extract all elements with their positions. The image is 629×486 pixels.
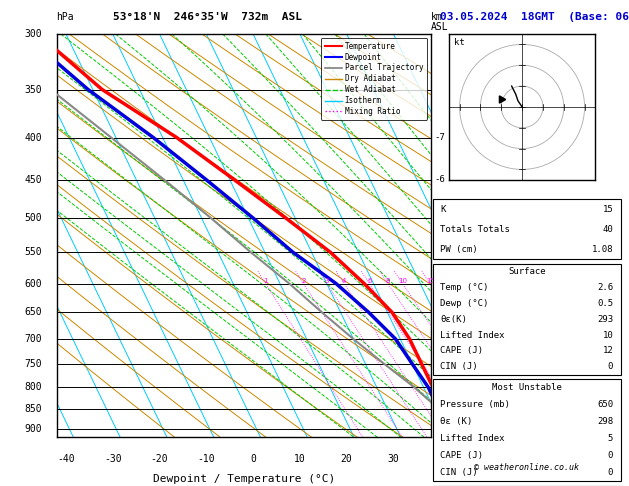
Text: -40: -40 <box>57 453 75 464</box>
Text: Lifted Index: Lifted Index <box>440 434 505 443</box>
Text: Temp (°C): Temp (°C) <box>440 283 489 292</box>
Text: 10: 10 <box>398 278 407 283</box>
Text: CAPE (J): CAPE (J) <box>440 347 484 355</box>
Text: -1: -1 <box>435 425 445 434</box>
Text: 6: 6 <box>367 278 372 283</box>
Text: 350: 350 <box>24 85 42 94</box>
Text: 5: 5 <box>608 434 613 443</box>
Text: -5: -5 <box>435 213 445 223</box>
Text: Dewp (°C): Dewp (°C) <box>440 299 489 308</box>
Text: 20: 20 <box>341 453 352 464</box>
Text: 450: 450 <box>24 175 42 185</box>
Text: 750: 750 <box>24 359 42 369</box>
Text: 800: 800 <box>24 382 42 392</box>
Text: 3: 3 <box>325 278 329 283</box>
Text: 650: 650 <box>597 400 613 409</box>
Text: 0: 0 <box>250 453 256 464</box>
Text: -2: -2 <box>435 382 445 392</box>
Text: 4: 4 <box>342 278 347 283</box>
Text: 53°18'N  246°35'W  732m  ASL: 53°18'N 246°35'W 732m ASL <box>113 12 302 22</box>
Text: PW (cm): PW (cm) <box>440 245 478 254</box>
Text: θε (K): θε (K) <box>440 417 473 426</box>
Text: CAPE (J): CAPE (J) <box>440 451 484 460</box>
Text: 15: 15 <box>603 205 613 214</box>
Text: hPa: hPa <box>57 12 74 22</box>
Text: Dewpoint / Temperature (°C): Dewpoint / Temperature (°C) <box>153 474 335 484</box>
Bar <box>433 264 621 375</box>
Text: 0: 0 <box>608 451 613 460</box>
Text: 400: 400 <box>24 133 42 142</box>
Text: km: km <box>431 12 443 22</box>
Text: 10: 10 <box>294 453 306 464</box>
Text: -6: -6 <box>435 175 445 185</box>
Text: 298: 298 <box>597 417 613 426</box>
Text: 650: 650 <box>24 307 42 317</box>
Text: 0.5: 0.5 <box>597 299 613 308</box>
Text: Most Unstable: Most Unstable <box>492 383 562 392</box>
Text: kt: kt <box>454 38 464 48</box>
Text: 2.6: 2.6 <box>597 283 613 292</box>
Bar <box>433 380 621 481</box>
Text: 30: 30 <box>387 453 399 464</box>
Text: 1.08: 1.08 <box>592 245 613 254</box>
Text: 700: 700 <box>24 334 42 344</box>
Text: 12: 12 <box>603 347 613 355</box>
Text: K: K <box>440 205 446 214</box>
Text: © weatheronline.co.uk: © weatheronline.co.uk <box>474 463 579 471</box>
Text: 40: 40 <box>603 225 613 234</box>
Text: 900: 900 <box>24 424 42 434</box>
Text: 8: 8 <box>386 278 390 283</box>
Text: 03.05.2024  18GMT  (Base: 06): 03.05.2024 18GMT (Base: 06) <box>440 12 629 22</box>
Text: -7: -7 <box>435 133 445 142</box>
Text: θε(K): θε(K) <box>440 315 467 324</box>
Text: CIN (J): CIN (J) <box>440 468 478 477</box>
Text: -3: -3 <box>435 334 445 344</box>
Text: 0: 0 <box>608 468 613 477</box>
Text: 300: 300 <box>24 29 42 39</box>
Text: 15: 15 <box>426 278 435 283</box>
Text: -20: -20 <box>151 453 169 464</box>
Text: 850: 850 <box>24 404 42 414</box>
Text: 2: 2 <box>301 278 306 283</box>
Text: 1: 1 <box>264 278 268 283</box>
Text: Totals Totals: Totals Totals <box>440 225 510 234</box>
Text: 0: 0 <box>608 362 613 371</box>
Text: 550: 550 <box>24 247 42 257</box>
Text: CIN (J): CIN (J) <box>440 362 478 371</box>
Text: Lifted Index: Lifted Index <box>440 330 505 340</box>
Text: -30: -30 <box>104 453 121 464</box>
Text: 1LCL: 1LCL <box>435 425 455 434</box>
Text: -4: -4 <box>435 279 445 288</box>
Bar <box>433 199 621 260</box>
Legend: Temperature, Dewpoint, Parcel Trajectory, Dry Adiabat, Wet Adiabat, Isotherm, Mi: Temperature, Dewpoint, Parcel Trajectory… <box>321 38 427 120</box>
Text: 10: 10 <box>603 330 613 340</box>
Text: Surface: Surface <box>508 267 545 277</box>
Text: 600: 600 <box>24 278 42 289</box>
Text: Pressure (mb): Pressure (mb) <box>440 400 510 409</box>
Text: ASL: ASL <box>431 22 448 32</box>
Text: 500: 500 <box>24 213 42 223</box>
Text: 293: 293 <box>597 315 613 324</box>
Text: -10: -10 <box>198 453 215 464</box>
